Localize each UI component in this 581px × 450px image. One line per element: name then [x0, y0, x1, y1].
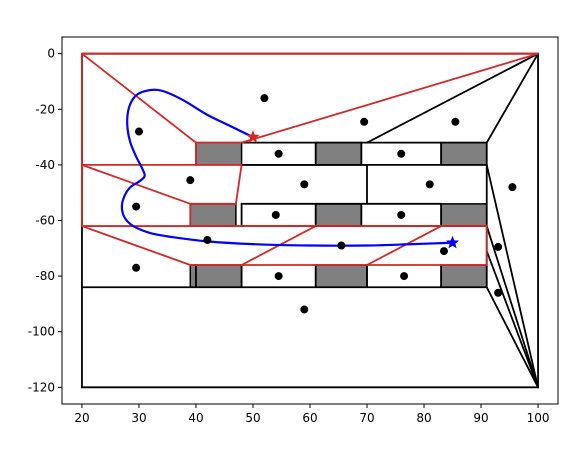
start-star-marker	[246, 130, 260, 143]
data-point-8	[300, 180, 309, 189]
data-point-21	[494, 288, 503, 297]
data-point-7	[186, 176, 195, 185]
data-point-5	[274, 149, 283, 158]
x-tick-label-5: 60	[302, 411, 317, 425]
black-edge-6	[485, 225, 539, 389]
y-tick-label-2: -20	[35, 102, 55, 116]
black-edge-7	[485, 250, 539, 389]
x-tick-label-3: 40	[188, 411, 203, 425]
y-axis: 0 -20 -40 -60 -80 -100 -120	[28, 47, 62, 394]
data-point-2	[134, 127, 143, 136]
black-edge-2	[485, 52, 539, 144]
data-point-18	[132, 263, 141, 272]
data-point-3	[360, 117, 369, 126]
data-point-22	[300, 305, 309, 314]
gray-cell-5	[314, 203, 363, 227]
gray-cell-4	[189, 203, 237, 227]
gray-cell-2	[314, 141, 363, 166]
data-point-12	[271, 210, 280, 219]
y-tick-label-5: -80	[35, 269, 55, 283]
x-tick-label-1: 20	[74, 411, 89, 425]
black-edge-5	[485, 163, 539, 389]
y-tick-label-1: 0	[47, 47, 55, 61]
red-edge-8	[234, 163, 243, 205]
data-point-6	[397, 149, 406, 158]
points-layer	[132, 94, 517, 314]
x-tick-label-8: 90	[473, 411, 488, 425]
y-tick-label-7: -120	[28, 380, 55, 394]
data-point-9	[425, 180, 434, 189]
x-tick-label-9: 100	[527, 411, 550, 425]
red-edge-6	[240, 52, 539, 144]
data-point-17	[494, 242, 503, 251]
data-point-11	[132, 202, 141, 211]
data-point-16	[439, 247, 448, 256]
gray-cell-8	[314, 264, 368, 288]
black-edge-3	[485, 286, 539, 389]
gray-cell-1	[195, 141, 243, 166]
gray-cell-7	[189, 264, 243, 288]
x-tick-label-7: 80	[416, 411, 431, 425]
gray-cell-6	[440, 203, 488, 227]
x-axis: 20 30 40 50 60 70 80 90 100	[74, 404, 549, 425]
data-point-4	[451, 117, 460, 126]
trajectory-curve	[120, 88, 454, 247]
path-curve-layer	[120, 88, 454, 247]
data-point-1	[260, 94, 269, 103]
red-edge-3	[81, 52, 197, 144]
gray-cell-3	[440, 141, 488, 166]
black-edge-8	[366, 52, 539, 144]
markers-layer	[246, 130, 460, 249]
data-point-14	[203, 235, 212, 244]
y-tick-label-4: -60	[35, 214, 55, 228]
x-tick-label-4: 50	[245, 411, 260, 425]
red-edge-14	[81, 225, 192, 266]
gray-cell-9	[440, 264, 488, 288]
y-tick-label-6: -100	[28, 325, 55, 339]
data-point-13	[397, 210, 406, 219]
x-tick-label-2: 30	[131, 411, 146, 425]
data-point-20	[400, 272, 409, 281]
data-point-10	[508, 183, 517, 192]
x-tick-label-6: 70	[359, 411, 374, 425]
end-star-marker	[445, 235, 460, 249]
data-point-19	[274, 272, 283, 281]
y-tick-label-3: -40	[35, 158, 55, 172]
data-point-15	[337, 241, 346, 250]
